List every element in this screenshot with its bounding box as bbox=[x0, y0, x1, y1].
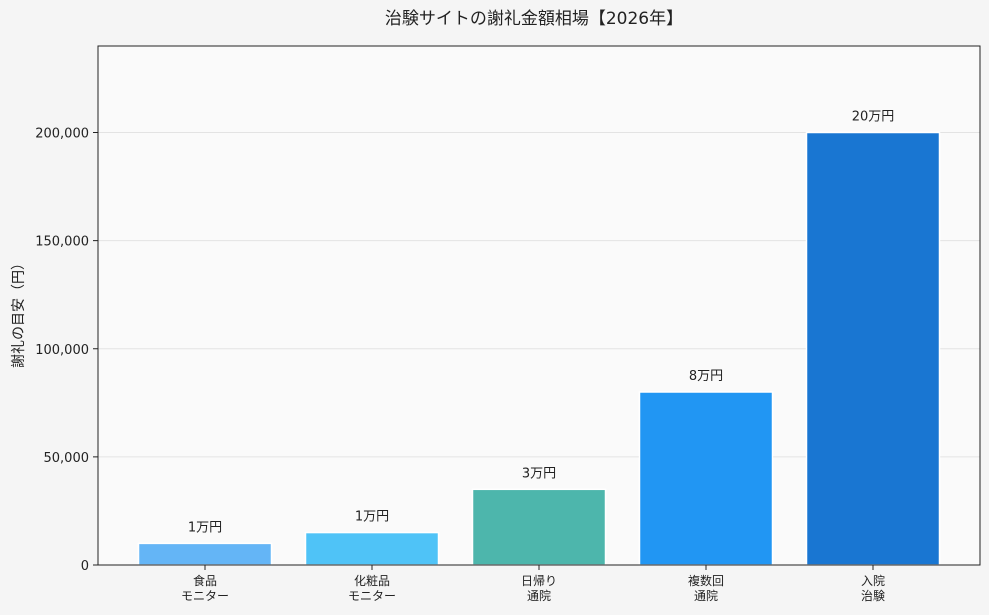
x-tick-label: 入院治験 bbox=[861, 574, 885, 603]
y-tick-label: 200,000 bbox=[35, 127, 89, 142]
x-tick-label: 日帰り通院 bbox=[521, 574, 557, 603]
data-label: 1万円 bbox=[188, 520, 222, 535]
y-tick-label: 0 bbox=[81, 559, 89, 574]
bar bbox=[638, 391, 774, 566]
x-tick-label: 複数回通院 bbox=[688, 573, 724, 603]
bar bbox=[137, 542, 273, 566]
data-labels: 1万円 1万円 3万円 8万円 20万円 bbox=[188, 110, 894, 536]
y-axis-label: 謝礼の目安（円） bbox=[11, 256, 27, 368]
data-label: 8万円 bbox=[689, 369, 723, 384]
y-tick-label: 150,000 bbox=[35, 235, 89, 250]
x-tick-label: 化粧品モニター bbox=[348, 574, 396, 603]
y-tick-label: 50,000 bbox=[44, 451, 90, 466]
bar bbox=[805, 131, 941, 566]
data-label: 3万円 bbox=[522, 466, 556, 481]
y-tick-label: 100,000 bbox=[35, 343, 89, 358]
chart-title: 治験サイトの謝礼金額相場【2026年】 bbox=[385, 9, 683, 29]
y-axis-ticks: 0 50,000 100,000 150,000 200,000 bbox=[35, 127, 98, 574]
x-tick-label: 食品モニター bbox=[181, 573, 229, 603]
bar bbox=[471, 488, 607, 566]
bar bbox=[304, 531, 440, 566]
data-label: 1万円 bbox=[355, 510, 389, 525]
x-axis-ticks: 食品モニター 化粧品モニター 日帰り通院 複数回通院 入院治験 bbox=[181, 565, 885, 603]
data-label: 20万円 bbox=[852, 110, 895, 125]
